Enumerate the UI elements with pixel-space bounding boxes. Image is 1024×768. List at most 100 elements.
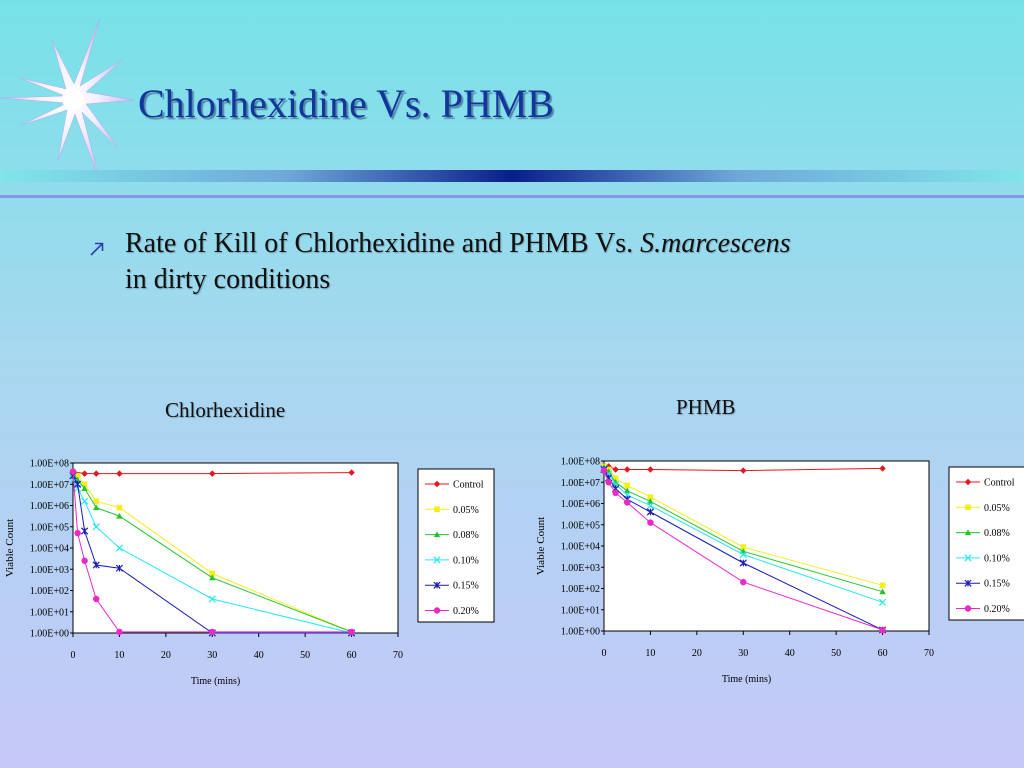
legend-swatch-marker bbox=[965, 504, 971, 511]
legend-swatch-marker bbox=[964, 579, 972, 587]
legend-swatch-marker bbox=[433, 556, 441, 564]
slide-title: Chlorhexidine Vs. PHMB bbox=[138, 81, 554, 126]
series-0-20pct bbox=[600, 467, 886, 634]
x-tick-label: 40 bbox=[254, 650, 264, 661]
phmb-chart-title: PHMB bbox=[676, 395, 736, 419]
starburst-decoration bbox=[0, 17, 135, 183]
legend-label: 0.08% bbox=[453, 530, 479, 541]
y-tick-label: 1.00E+01 bbox=[561, 605, 600, 616]
legend-swatch-marker bbox=[964, 605, 972, 612]
legend-label: Control bbox=[453, 480, 484, 491]
x-axis-label: Time (mins) bbox=[722, 674, 771, 685]
data-point bbox=[116, 512, 123, 519]
y-tick-label: 1.00E+08 bbox=[30, 459, 69, 470]
data-point bbox=[647, 498, 654, 504]
y-tick-label: 1.00E+04 bbox=[561, 542, 600, 553]
x-tick-label: 20 bbox=[692, 648, 702, 659]
legend-swatch-marker bbox=[964, 554, 972, 562]
y-tick-label: 1.00E+00 bbox=[30, 629, 69, 640]
data-point bbox=[69, 468, 77, 475]
legend bbox=[948, 466, 1024, 621]
data-point bbox=[624, 487, 631, 494]
data-point bbox=[647, 519, 654, 526]
x-tick-label: 0 bbox=[602, 648, 607, 659]
data-point bbox=[647, 494, 654, 500]
data-point bbox=[93, 498, 100, 505]
y-tick-label: 1.00E+07 bbox=[561, 478, 600, 489]
data-point bbox=[879, 626, 886, 634]
data-point bbox=[878, 598, 887, 606]
title-bar-main bbox=[0, 170, 1024, 182]
y-axis-label: Viable Count bbox=[535, 517, 547, 575]
x-tick-label: 10 bbox=[645, 648, 655, 659]
legend-label: 0.08% bbox=[984, 528, 1010, 539]
x-tick-label: 10 bbox=[114, 650, 124, 661]
y-tick-label: 1.00E+03 bbox=[561, 563, 600, 574]
bullet-text-main: Rate of Kill of Chlorhexidine and PHMB V… bbox=[125, 228, 641, 259]
data-point bbox=[74, 480, 82, 488]
x-axis-label: Time (mins) bbox=[191, 676, 240, 687]
y-tick-label: 1.00E+08 bbox=[561, 457, 600, 468]
data-point bbox=[612, 475, 619, 481]
plot-area bbox=[603, 460, 930, 632]
legend-label: Control bbox=[984, 478, 1015, 489]
data-point bbox=[81, 481, 88, 488]
data-point bbox=[81, 470, 88, 477]
y-tick-label: 1.00E+03 bbox=[30, 565, 69, 576]
data-point bbox=[348, 469, 355, 476]
x-tick-label: 70 bbox=[393, 650, 403, 661]
x-tick-label: 60 bbox=[347, 650, 357, 661]
x-tick-label: 30 bbox=[207, 650, 217, 661]
legend-swatch-marker bbox=[964, 478, 972, 486]
legend-label: 0.05% bbox=[984, 503, 1010, 514]
data-point bbox=[93, 470, 100, 477]
data-point bbox=[348, 628, 355, 636]
legend-label: 0.10% bbox=[453, 555, 479, 566]
y-tick-label: 1.00E+06 bbox=[561, 499, 600, 510]
bullet-text: Rate of Kill of Chlorhexidine and PHMB V… bbox=[125, 226, 1005, 298]
legend-swatch-marker bbox=[433, 531, 441, 538]
y-tick-label: 1.00E+02 bbox=[30, 586, 69, 597]
data-point bbox=[80, 497, 89, 505]
x-tick-label: 50 bbox=[300, 650, 310, 661]
data-point bbox=[92, 523, 100, 531]
data-point bbox=[739, 559, 747, 567]
legend-label: 0.15% bbox=[453, 581, 479, 592]
data-point bbox=[600, 467, 608, 474]
x-tick-label: 50 bbox=[831, 648, 841, 659]
legend-label: 0.20% bbox=[984, 604, 1010, 615]
data-point bbox=[624, 482, 631, 489]
data-point bbox=[209, 470, 216, 477]
x-tick-label: 70 bbox=[924, 648, 934, 659]
y-tick-label: 1.00E+02 bbox=[561, 584, 600, 595]
legend-label: 0.10% bbox=[984, 553, 1010, 564]
data-point bbox=[93, 595, 100, 603]
data-point bbox=[879, 465, 886, 472]
data-point bbox=[116, 504, 123, 511]
y-axis-label: Viable Count bbox=[4, 519, 16, 577]
legend-swatch-marker bbox=[434, 506, 440, 513]
legend-swatch-marker bbox=[433, 581, 441, 589]
legend-swatch-marker bbox=[964, 529, 972, 536]
data-point bbox=[209, 628, 216, 636]
legend bbox=[417, 468, 495, 623]
data-point bbox=[208, 595, 216, 603]
data-point bbox=[647, 466, 654, 473]
data-point bbox=[739, 550, 747, 559]
data-point bbox=[624, 499, 631, 506]
x-tick-label: 40 bbox=[785, 648, 795, 659]
data-point bbox=[116, 470, 123, 477]
data-point bbox=[115, 544, 124, 552]
plot-area bbox=[72, 462, 399, 634]
chlorhexidine-chart: 1.00E+00 1.00E+01 1.00E+02 1.00E+03 1.00E+04… bbox=[4, 459, 495, 687]
data-point bbox=[81, 485, 88, 492]
data-point bbox=[612, 489, 619, 497]
y-tick-label: 1.00E+07 bbox=[30, 480, 69, 491]
x-tick-label: 0 bbox=[71, 650, 76, 661]
data-point bbox=[646, 502, 655, 510]
starburst-core bbox=[62, 88, 84, 110]
legend-label: 0.20% bbox=[453, 606, 479, 617]
x-tick-label: 20 bbox=[161, 650, 171, 661]
legend-label: 0.15% bbox=[984, 579, 1010, 590]
bullet-text-line2: in dirty conditions bbox=[125, 264, 331, 295]
